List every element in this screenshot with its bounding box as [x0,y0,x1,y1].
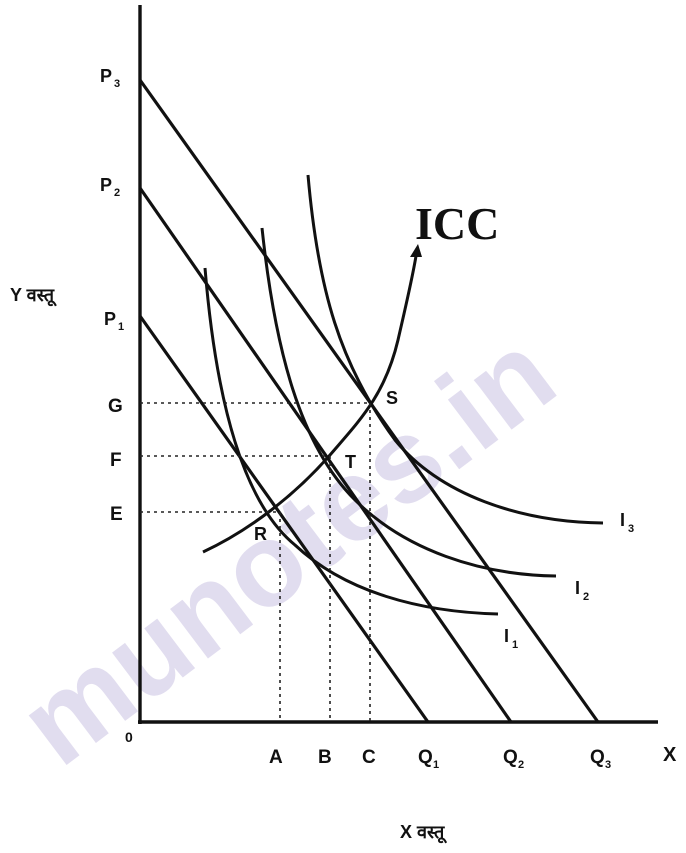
label-i3: I [620,510,625,530]
label-i1-sub: 1 [512,639,518,651]
label-p2-sub: 2 [114,187,120,199]
label-icc: ICC [415,198,499,249]
label-q2: Q [503,747,518,768]
label-f: F [110,450,122,471]
icc-arrowhead [410,244,422,257]
label-g: G [108,396,123,417]
label-q3: Q [590,747,605,768]
label-p3-sub: 3 [114,78,120,90]
label-p1-sub: 1 [118,321,124,333]
point-s: S [386,388,398,408]
indifference-curve-i1 [203,267,499,616]
label-c: C [362,747,376,768]
label-q3-sub: 3 [605,759,611,771]
point-t: T [345,452,356,472]
budget-line-p2-q2 [138,187,513,723]
budget-line-p1-q1 [138,315,430,723]
indifference-curve-i3 [306,174,604,525]
y-axis-title: Y वस्तू [10,285,57,307]
label-i1: I [504,626,509,646]
label-e: E [110,504,123,525]
icc-curve [202,255,418,554]
label-x-end: X [663,744,677,766]
x-axis-title: X वस्तू [400,822,447,844]
label-p3: P [100,66,112,86]
point-r: R [254,524,267,544]
indifference-curve-i2 [260,227,557,578]
label-a: A [269,747,283,768]
label-p2: P [100,175,112,195]
label-b: B [318,747,332,768]
label-i2-sub: 2 [583,591,589,603]
label-origin: 0 [125,729,133,745]
label-q1: Q [418,747,433,768]
label-i3-sub: 3 [628,523,634,535]
label-p1: P [104,309,116,329]
label-q2-sub: 2 [518,759,524,771]
label-q1-sub: 1 [433,759,439,771]
label-i2: I [575,578,580,598]
